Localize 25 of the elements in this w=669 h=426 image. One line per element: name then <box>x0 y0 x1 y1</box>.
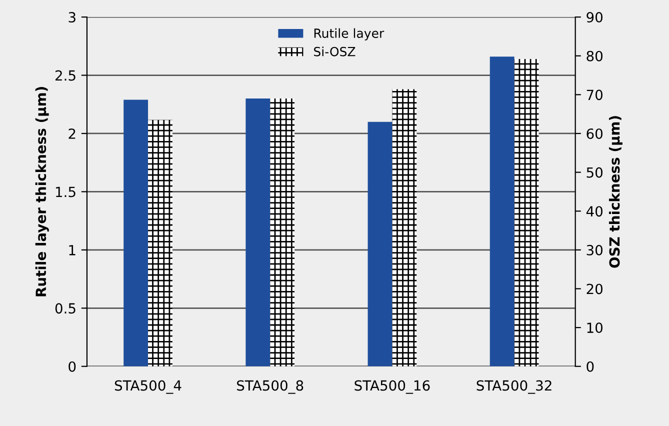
y-tick-label: 2.5 <box>55 70 76 81</box>
y-tick-label: 3 <box>68 12 76 23</box>
y2-axis-title: OSZ thickness (µm) <box>608 116 622 268</box>
y2-tick-label: 30 <box>586 244 603 256</box>
y2-tick-label: 50 <box>586 167 603 178</box>
y2-tick-label: 80 <box>586 50 603 62</box>
y-tick-label: 2 <box>68 128 76 139</box>
y-axis-title: Rutile layer thickness (µm) <box>35 87 49 296</box>
y-tick-label: 1.5 <box>56 186 76 198</box>
x-tick-label: STA500_8 <box>237 380 304 394</box>
y-tick-label: 0.5 <box>55 303 76 314</box>
y-tick-label: 0 <box>68 361 76 372</box>
y2-tick-label: 0 <box>586 361 594 372</box>
y2-tick-label: 20 <box>586 284 603 294</box>
y2-tick-label: 90 <box>586 12 603 23</box>
x-tick-label: STA500_16 <box>354 380 430 394</box>
legend-label: Si-OSZ <box>314 46 356 56</box>
y2-tick-label: 10 <box>587 322 603 334</box>
y2-tick-label: 40 <box>586 206 603 217</box>
legend-label: Rutile layer <box>314 28 384 40</box>
y2-tick-label: 60 <box>586 128 603 139</box>
x-tick-label: STA500_32 <box>476 380 552 394</box>
y-tick-label: 1 <box>69 245 76 256</box>
y2-tick-label: 70 <box>586 90 603 100</box>
x-tick-label: STA500_4 <box>114 380 182 394</box>
